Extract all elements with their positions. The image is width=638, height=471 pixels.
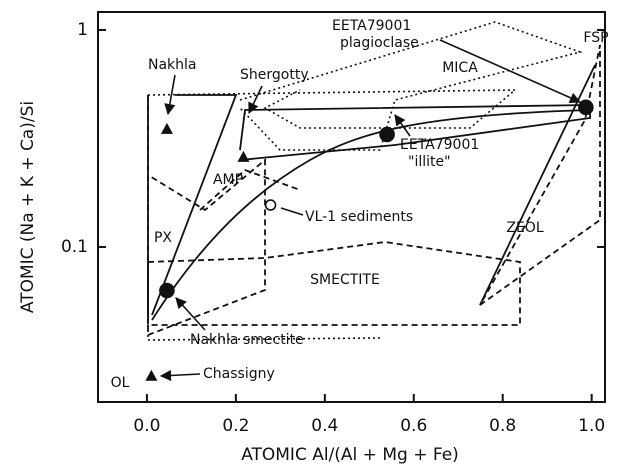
y-tick-label: 1 [77,20,88,40]
point-label-sub: plagioclase [340,35,419,51]
point-label: Chassigny [203,366,275,382]
point-label: Nakhla smectite [190,332,304,348]
region-label: AMP [213,172,243,188]
x-tick-label: 1.0 [578,416,605,436]
y-tick-label: 0.1 [61,237,88,257]
circle-marker [379,126,395,143]
point-label: EETA79001 [332,18,411,34]
region-label: OL [111,375,130,391]
x-tick-label: 0.4 [311,416,338,436]
x-tick-label: 0.0 [133,416,160,436]
region-outline [151,94,238,316]
circle-marker [264,199,277,211]
region-label: PX [154,230,172,246]
region-label: SMECTITE [310,272,380,288]
circle-marker [578,99,594,116]
region-label: FSP [583,30,608,46]
region-outline [147,280,381,341]
triangle-marker [237,150,250,162]
region-outline [479,44,601,306]
point-label-sub: "illite" [408,154,451,170]
x-tick-label: 0.6 [400,416,427,436]
arrow [248,85,263,115]
x-axis-title: ATOMIC Al/(Al + Mg + Fe) [241,445,459,465]
arrow [280,207,304,216]
arrow [175,297,206,331]
arrow [164,74,176,116]
arrow [439,39,582,104]
region-outline [239,21,583,151]
point-label: VL-1 sediments [305,209,413,225]
x-tick-label: 0.2 [222,416,249,436]
point-label: Nakhla [148,57,197,73]
plot-frame [97,11,606,403]
mixing-curve [151,109,591,321]
arrow [159,369,201,382]
region-outline [199,168,301,211]
x-tick-label: 0.8 [489,416,516,436]
region-outline [147,241,521,326]
y-axis-title: ATOMIC (Na + K + Ca)/Si [18,101,38,313]
triangle-marker [145,369,158,381]
point-label: Shergotty [240,67,309,83]
arrow [394,114,411,137]
region-outline [479,64,596,306]
point-label: EETA79001 [400,137,479,153]
triangle-marker [160,122,173,134]
circle-marker [159,282,175,299]
region-label: MICA [442,60,478,76]
plot-content [98,28,605,402]
region-label: ZEOL [506,220,543,236]
